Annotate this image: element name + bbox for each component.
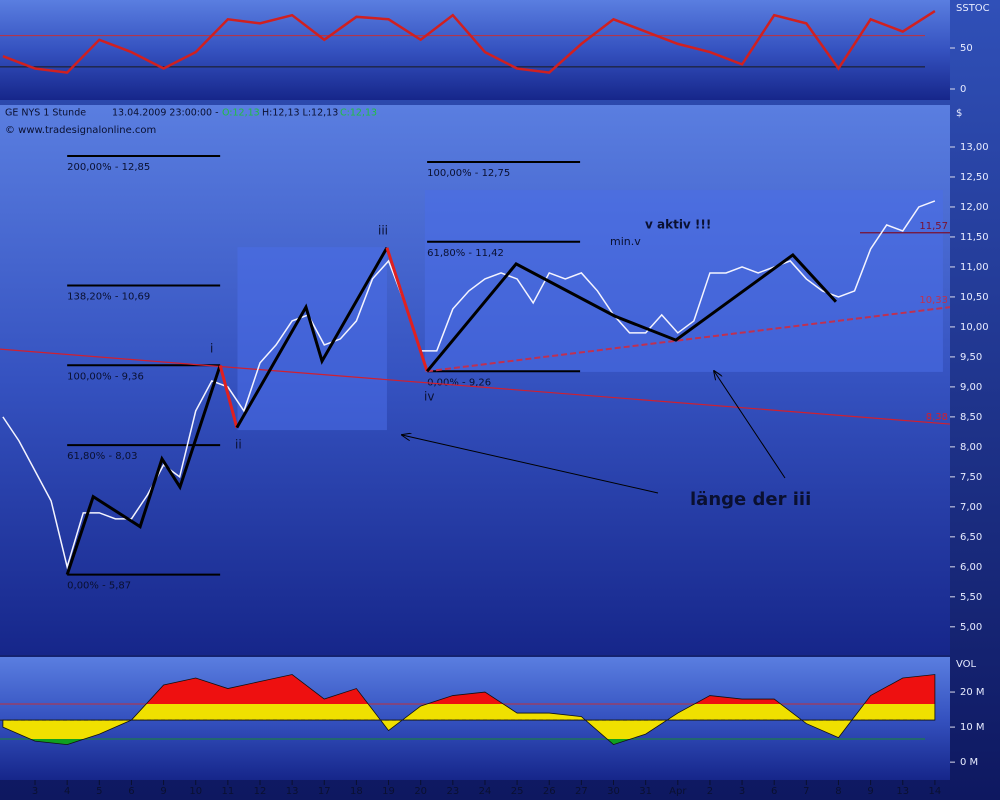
x-tick-label: 18	[350, 786, 363, 797]
open: O:12,13	[222, 108, 260, 119]
x-tick-label: Apr	[669, 786, 687, 797]
y-tick-label: 7,50	[960, 472, 982, 483]
trend-label: 8,38	[926, 412, 948, 423]
x-tick-label: 24	[479, 786, 492, 797]
series-line	[235, 247, 389, 429]
trend-line	[426, 306, 951, 373]
y-tick-label: 7,00	[960, 502, 982, 513]
x-tick-label: 7	[803, 786, 809, 797]
y-tick-label: 13,00	[960, 142, 989, 153]
series-line	[385, 247, 429, 372]
x-tick-label: 3	[739, 786, 745, 797]
range-box	[237, 247, 387, 431]
y-tick-label: 0	[960, 84, 966, 95]
y-tick-label: 8,50	[960, 412, 982, 423]
x-tick-label: 9	[867, 786, 873, 797]
wave-label: i	[210, 342, 213, 356]
arrow	[714, 371, 786, 479]
stoch-panel	[0, 0, 950, 100]
y-tick-label: 11,50	[960, 232, 989, 243]
x-tick-label: 13	[896, 786, 909, 797]
trend-line	[0, 348, 951, 425]
x-tick-label: 23	[446, 786, 459, 797]
plot-layer: 3 4 5 6 9 10 11 12 13 17 18 19 20 23 24 25 26 27 30 31 Apr 2 3…	[0, 10, 989, 797]
y-tick-label: 9,50	[960, 352, 982, 363]
x-tick-label: 8	[835, 786, 841, 797]
series-line	[2, 10, 936, 74]
fib-label: 61,80% - 11,42	[427, 248, 504, 259]
y-tick-label: 6,00	[960, 562, 982, 573]
y-tick-label: 20 M	[960, 687, 985, 698]
trend-label: 11,57	[919, 221, 948, 232]
symbol: GE NYS 1 Stunde	[5, 108, 86, 119]
x-tick-label: 27	[575, 786, 588, 797]
x-tick-label: 13	[286, 786, 299, 797]
y-tick-label: 5,00	[960, 622, 982, 633]
time: 13.04.2009 23:00:00 -	[112, 108, 219, 119]
x-tick-label: 9	[160, 786, 166, 797]
y-tick-label: 50	[960, 43, 973, 54]
x-tick-label: 5	[96, 786, 102, 797]
wave-label: iii	[378, 224, 388, 238]
fib-label: 0,00% - 9,26	[427, 377, 491, 388]
volume-area	[2, 703, 936, 740]
x-tick-label: 10	[189, 786, 202, 797]
y-tick-label: 8,00	[960, 442, 982, 453]
source: © www.tradesignalonline.com	[5, 125, 156, 136]
x-tick-label: 25	[511, 786, 524, 797]
y-tick-label: 10 M	[960, 722, 985, 733]
arrow	[402, 435, 659, 494]
wave-label: ii	[235, 438, 242, 452]
fib-label: 61,80% - 8,03	[67, 451, 137, 462]
volume-area	[145, 674, 936, 704]
y-tick-label: 5,50	[960, 592, 982, 603]
fib-label: 100,00% - 9,36	[67, 371, 144, 382]
x-tick-label: 26	[543, 786, 556, 797]
x-tick-label: 31	[639, 786, 652, 797]
x-tick-label: 14	[929, 786, 942, 797]
series-line	[425, 252, 838, 373]
stoch-label: SSTOC	[956, 3, 990, 14]
y-tick-label: 10,00	[960, 322, 989, 333]
series-line	[218, 364, 239, 429]
y-tick-label: 0 M	[960, 757, 978, 768]
x-tick-label: 2	[707, 786, 713, 797]
volume-axis-label: VOL	[956, 659, 977, 670]
price-axis-label: $	[956, 108, 962, 119]
close: C:12,13	[340, 108, 377, 119]
x-tick-label: 19	[382, 786, 395, 797]
annotation: min.v	[610, 235, 641, 248]
fib-label: 100,00% - 12,75	[427, 168, 510, 179]
fib-label: 0,00% - 5,87	[67, 581, 131, 592]
x-tick-label: 6	[771, 786, 777, 797]
x-tick-label: 20	[414, 786, 427, 797]
high-low: H:12,13 L:12,13	[262, 108, 338, 119]
y-tick-label: 12,00	[960, 202, 989, 213]
x-tick-label: 4	[64, 786, 70, 797]
x-tick-label: 17	[318, 786, 331, 797]
trend-label: 10,33	[919, 295, 948, 306]
y-tick-label: 9,00	[960, 382, 982, 393]
x-tick-label: 11	[221, 786, 234, 797]
fib-label: 138,20% - 10,69	[67, 292, 150, 303]
x-tick-label: 6	[128, 786, 134, 797]
x-tick-label: 3	[32, 786, 38, 797]
fib-label: 200,00% - 12,85	[67, 162, 150, 173]
series-line	[65, 364, 222, 576]
annotation: länge der iii	[690, 489, 811, 510]
annotation: v aktiv !!!	[645, 218, 711, 232]
y-tick-label: 6,50	[960, 532, 982, 543]
x-tick-label: 30	[607, 786, 620, 797]
y-tick-label: 12,50	[960, 172, 989, 183]
range-box	[424, 190, 943, 372]
wave-label: iv	[424, 390, 434, 404]
y-tick-label: 11,00	[960, 262, 989, 273]
y-tick-label: 10,50	[960, 292, 989, 303]
x-tick-label: 12	[254, 786, 267, 797]
